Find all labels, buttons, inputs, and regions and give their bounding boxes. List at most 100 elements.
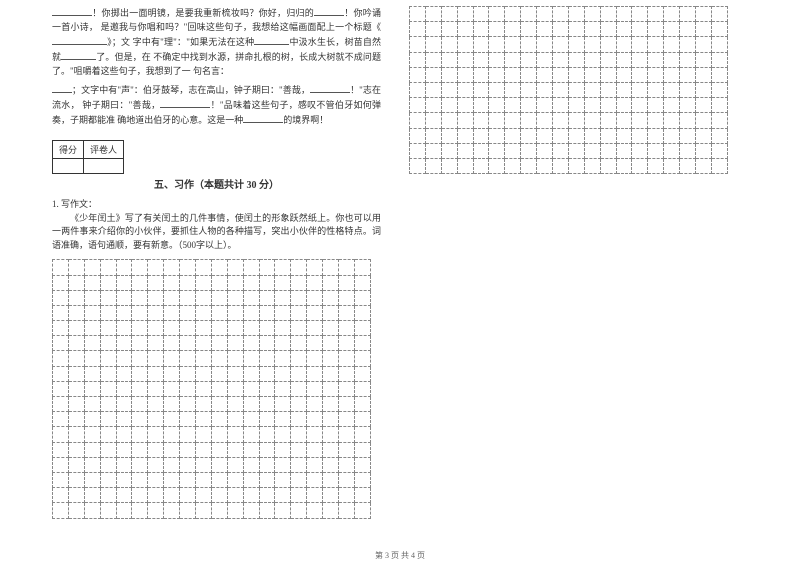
grid-cell[interactable] — [354, 366, 370, 381]
grid-cell[interactable] — [339, 397, 355, 412]
grid-cell[interactable] — [132, 351, 148, 366]
grid-cell[interactable] — [291, 305, 307, 320]
grid-cell[interactable] — [354, 503, 370, 518]
grid-cell[interactable] — [354, 427, 370, 442]
grid-cell[interactable] — [600, 22, 616, 37]
grid-cell[interactable] — [680, 82, 696, 97]
grid-cell[interactable] — [211, 472, 227, 487]
grid-cell[interactable] — [164, 472, 180, 487]
grid-cell[interactable] — [489, 52, 505, 67]
grid-cell[interactable] — [616, 22, 632, 37]
grid-cell[interactable] — [211, 305, 227, 320]
blank-fill[interactable] — [254, 35, 289, 45]
grid-cell[interactable] — [211, 412, 227, 427]
grid-cell[interactable] — [323, 290, 339, 305]
grid-cell[interactable] — [68, 472, 84, 487]
grid-cell[interactable] — [164, 336, 180, 351]
grid-cell[interactable] — [473, 52, 489, 67]
grid-cell[interactable] — [537, 143, 553, 158]
grid-cell[interactable] — [68, 305, 84, 320]
grid-cell[interactable] — [521, 37, 537, 52]
grid-cell[interactable] — [180, 321, 196, 336]
grid-cell[interactable] — [505, 113, 521, 128]
grid-cell[interactable] — [696, 82, 712, 97]
grid-cell[interactable] — [291, 427, 307, 442]
grid-cell[interactable] — [68, 397, 84, 412]
grid-cell[interactable] — [473, 67, 489, 82]
grid-cell[interactable] — [584, 67, 600, 82]
grid-cell[interactable] — [148, 305, 164, 320]
grid-cell[interactable] — [148, 321, 164, 336]
grid-cell[interactable] — [211, 381, 227, 396]
grid-cell[interactable] — [68, 457, 84, 472]
grid-cell[interactable] — [132, 290, 148, 305]
grid-cell[interactable] — [680, 67, 696, 82]
grid-cell[interactable] — [680, 7, 696, 22]
grid-cell[interactable] — [291, 442, 307, 457]
grid-cell[interactable] — [116, 351, 132, 366]
blank-fill[interactable] — [160, 98, 210, 108]
grid-cell[interactable] — [600, 143, 616, 158]
grid-cell[interactable] — [211, 397, 227, 412]
grid-cell[interactable] — [227, 488, 243, 503]
blank-fill[interactable] — [314, 6, 344, 16]
grid-cell[interactable] — [648, 52, 664, 67]
grid-cell[interactable] — [132, 503, 148, 518]
grid-cell[interactable] — [243, 260, 259, 275]
grid-cell[interactable] — [275, 321, 291, 336]
grid-cell[interactable] — [323, 381, 339, 396]
grid-cell[interactable] — [275, 336, 291, 351]
grid-cell[interactable] — [259, 381, 275, 396]
grid-cell[interactable] — [354, 488, 370, 503]
grid-cell[interactable] — [53, 305, 69, 320]
grid-cell[interactable] — [711, 98, 727, 113]
grid-cell[interactable] — [505, 82, 521, 97]
grid-cell[interactable] — [696, 37, 712, 52]
grid-cell[interactable] — [307, 412, 323, 427]
grid-cell[interactable] — [164, 366, 180, 381]
grid-cell[interactable] — [584, 98, 600, 113]
grid-cell[interactable] — [600, 67, 616, 82]
grid-cell[interactable] — [664, 52, 680, 67]
grid-cell[interactable] — [521, 82, 537, 97]
grid-cell[interactable] — [323, 260, 339, 275]
grid-cell[interactable] — [53, 321, 69, 336]
grid-cell[interactable] — [243, 427, 259, 442]
grid-cell[interactable] — [441, 37, 457, 52]
grid-cell[interactable] — [425, 22, 441, 37]
grid-cell[interactable] — [339, 290, 355, 305]
grid-cell[interactable] — [132, 381, 148, 396]
grid-cell[interactable] — [53, 260, 69, 275]
grid-cell[interactable] — [148, 366, 164, 381]
grid-cell[interactable] — [164, 290, 180, 305]
grid-cell[interactable] — [243, 321, 259, 336]
grid-cell[interactable] — [648, 82, 664, 97]
grid-cell[interactable] — [68, 321, 84, 336]
grid-cell[interactable] — [648, 37, 664, 52]
grid-cell[interactable] — [227, 260, 243, 275]
grid-cell[interactable] — [600, 113, 616, 128]
grid-cell[interactable] — [537, 98, 553, 113]
grid-cell[interactable] — [84, 488, 100, 503]
grid-cell[interactable] — [307, 305, 323, 320]
grid-cell[interactable] — [354, 260, 370, 275]
grid-cell[interactable] — [68, 275, 84, 290]
grid-cell[interactable] — [568, 67, 584, 82]
grid-cell[interactable] — [354, 457, 370, 472]
grid-cell[interactable] — [180, 275, 196, 290]
grid-cell[interactable] — [196, 457, 212, 472]
grid-cell[interactable] — [164, 503, 180, 518]
grid-cell[interactable] — [339, 321, 355, 336]
grid-cell[interactable] — [354, 351, 370, 366]
grid-cell[interactable] — [680, 128, 696, 143]
grid-cell[interactable] — [600, 52, 616, 67]
grid-cell[interactable] — [148, 427, 164, 442]
grid-cell[interactable] — [473, 7, 489, 22]
grid-cell[interactable] — [307, 442, 323, 457]
grid-cell[interactable] — [100, 290, 116, 305]
grid-cell[interactable] — [148, 275, 164, 290]
grid-cell[interactable] — [664, 98, 680, 113]
grid-cell[interactable] — [323, 457, 339, 472]
grid-cell[interactable] — [711, 143, 727, 158]
grid-cell[interactable] — [132, 366, 148, 381]
